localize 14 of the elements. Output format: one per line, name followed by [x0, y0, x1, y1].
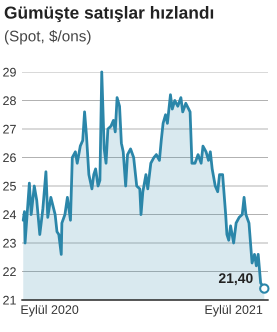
y-tick-label: 29: [3, 68, 16, 77]
y-tick-label: 23: [3, 238, 16, 248]
annotation: 21,40: [218, 273, 253, 286]
chart-subtitle: (Spot, $/ons): [4, 30, 91, 44]
y-tick-label: 25: [3, 182, 16, 191]
chart-title: Gümüşte satışlar hızlandı: [4, 6, 214, 22]
y-tick-label: 22: [3, 267, 16, 276]
y-tick-label: 28: [3, 96, 16, 106]
y-tick-label: 21: [3, 296, 16, 305]
x-tick-label: Eylül 2020: [21, 304, 78, 317]
y-tick-label: 24: [3, 210, 16, 220]
y-tick-label: 27: [3, 124, 16, 134]
x-tick-label: Eylül 2021: [205, 304, 262, 317]
y-tick-label: 26: [3, 153, 16, 162]
